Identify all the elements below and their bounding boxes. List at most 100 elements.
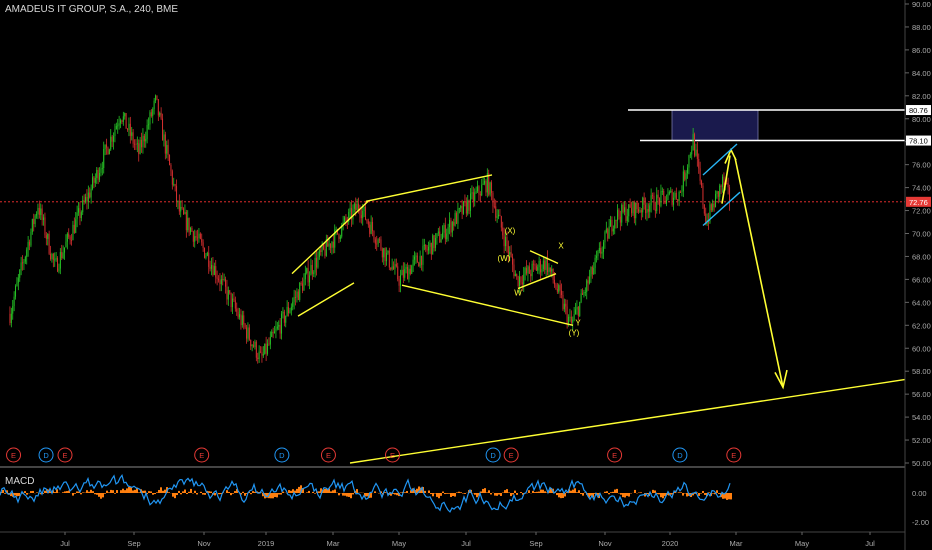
candle-body	[190, 227, 192, 233]
candle-body	[612, 228, 614, 232]
macd-hist-bar	[272, 493, 274, 499]
macd-hist-bar	[280, 493, 282, 495]
macd-hist-bar	[274, 493, 276, 498]
candle-body	[178, 201, 180, 212]
candle-body	[16, 282, 18, 287]
candle-body	[680, 191, 682, 193]
macd-hist-bar	[78, 491, 80, 493]
macd-hist-bar	[370, 493, 372, 498]
macd-hist-bar	[686, 493, 688, 497]
channel-lower-2	[401, 284, 574, 326]
macd-hist-bar	[450, 493, 452, 497]
time-axis[interactable]: Jul Sep Nov 2019 Mar May Jul Sep Nov 2020 Mar May Ju…	[0, 531, 905, 548]
wave-label: (Y)	[569, 329, 580, 338]
macd-hist-bar	[418, 486, 420, 493]
macd-hist-bar	[430, 493, 432, 495]
candle-body	[628, 204, 630, 217]
macd-hist-bar	[658, 493, 660, 495]
candle-body	[667, 193, 669, 201]
candle-body	[652, 195, 654, 197]
candle-body	[519, 276, 521, 286]
candle-body	[615, 219, 617, 221]
candle-body	[463, 201, 465, 214]
candle-body	[52, 253, 54, 260]
macd-hist-bar	[446, 493, 448, 494]
flag-lower	[702, 191, 741, 226]
candle-body	[163, 134, 165, 141]
candle-body	[113, 136, 115, 142]
candle-body	[514, 274, 516, 277]
macd-hist-bar	[40, 493, 42, 495]
macd-hist-bar	[498, 493, 500, 495]
candle-body	[358, 203, 360, 210]
y-tick-label: 66.00	[912, 275, 931, 284]
macd-hist-bar	[158, 489, 160, 493]
candle-body	[334, 229, 336, 248]
candle-body	[520, 276, 522, 283]
candles	[9, 94, 731, 364]
y-tick-label: 52.00	[912, 436, 931, 445]
y-tick-label: 60.00	[912, 344, 931, 353]
candle-body	[219, 280, 221, 285]
candle-body	[401, 269, 403, 276]
candle-body	[96, 169, 98, 178]
annotations: (X) (W) W X Y (Y)	[291, 143, 908, 464]
macd-hist-bar	[148, 491, 150, 493]
macd-hist-bar	[622, 493, 624, 498]
candle-body	[195, 236, 197, 238]
macd-line	[0, 473, 731, 513]
candle-body	[114, 129, 116, 137]
candle-body	[488, 173, 490, 195]
candle-body	[443, 224, 445, 233]
candle-body	[696, 149, 698, 159]
macd-hist-bar	[106, 490, 108, 493]
macd-hist-bar	[74, 493, 76, 494]
candle-body	[349, 207, 351, 212]
candle-body	[87, 192, 89, 202]
candle-body	[380, 239, 382, 250]
candle-body	[192, 231, 194, 242]
candle-body	[416, 255, 418, 263]
event-label: E	[509, 451, 514, 460]
macd-hist-bar	[218, 493, 220, 495]
candle-body	[681, 191, 683, 193]
event-marker-E	[726, 447, 742, 463]
candle-body	[205, 255, 207, 258]
candle-body	[23, 261, 25, 264]
x-tick-label: 2019	[258, 539, 275, 548]
candle-body	[653, 195, 655, 210]
candle-body	[513, 264, 515, 277]
candle-body	[211, 265, 213, 269]
candle-body	[167, 145, 169, 155]
macd-hist-bar	[420, 487, 422, 493]
candle-body	[654, 209, 656, 211]
macd-hist-bar	[434, 493, 436, 494]
macd-hist-bar	[634, 489, 636, 493]
candle-body	[589, 276, 591, 284]
candle-body	[467, 200, 469, 214]
macd-hist-bar	[506, 489, 508, 493]
candle-body	[111, 136, 113, 142]
price-axis[interactable]: 90.0088.0086.0084.0082.0080.0078.0076.00…	[904, 0, 932, 550]
x-tick-label: Sep	[529, 539, 542, 548]
event-marker-E	[385, 447, 401, 463]
candle-body	[254, 341, 256, 348]
candle-body	[638, 209, 640, 212]
candle-body	[120, 120, 122, 124]
candle-body	[622, 204, 624, 212]
macd-hist-bar	[726, 493, 728, 500]
candle-body	[594, 257, 596, 268]
candle-body	[474, 192, 476, 202]
candle-body	[597, 251, 599, 257]
macd-hist-bar	[250, 493, 252, 495]
candle-body	[671, 190, 673, 205]
candle-body	[450, 219, 452, 233]
candle-body	[101, 168, 103, 169]
candle-body	[687, 167, 689, 174]
candle-body	[384, 248, 386, 262]
candle-body	[372, 221, 374, 232]
macd-hist-bar	[66, 491, 68, 493]
candle-body	[226, 286, 228, 300]
candle-body	[561, 290, 563, 296]
